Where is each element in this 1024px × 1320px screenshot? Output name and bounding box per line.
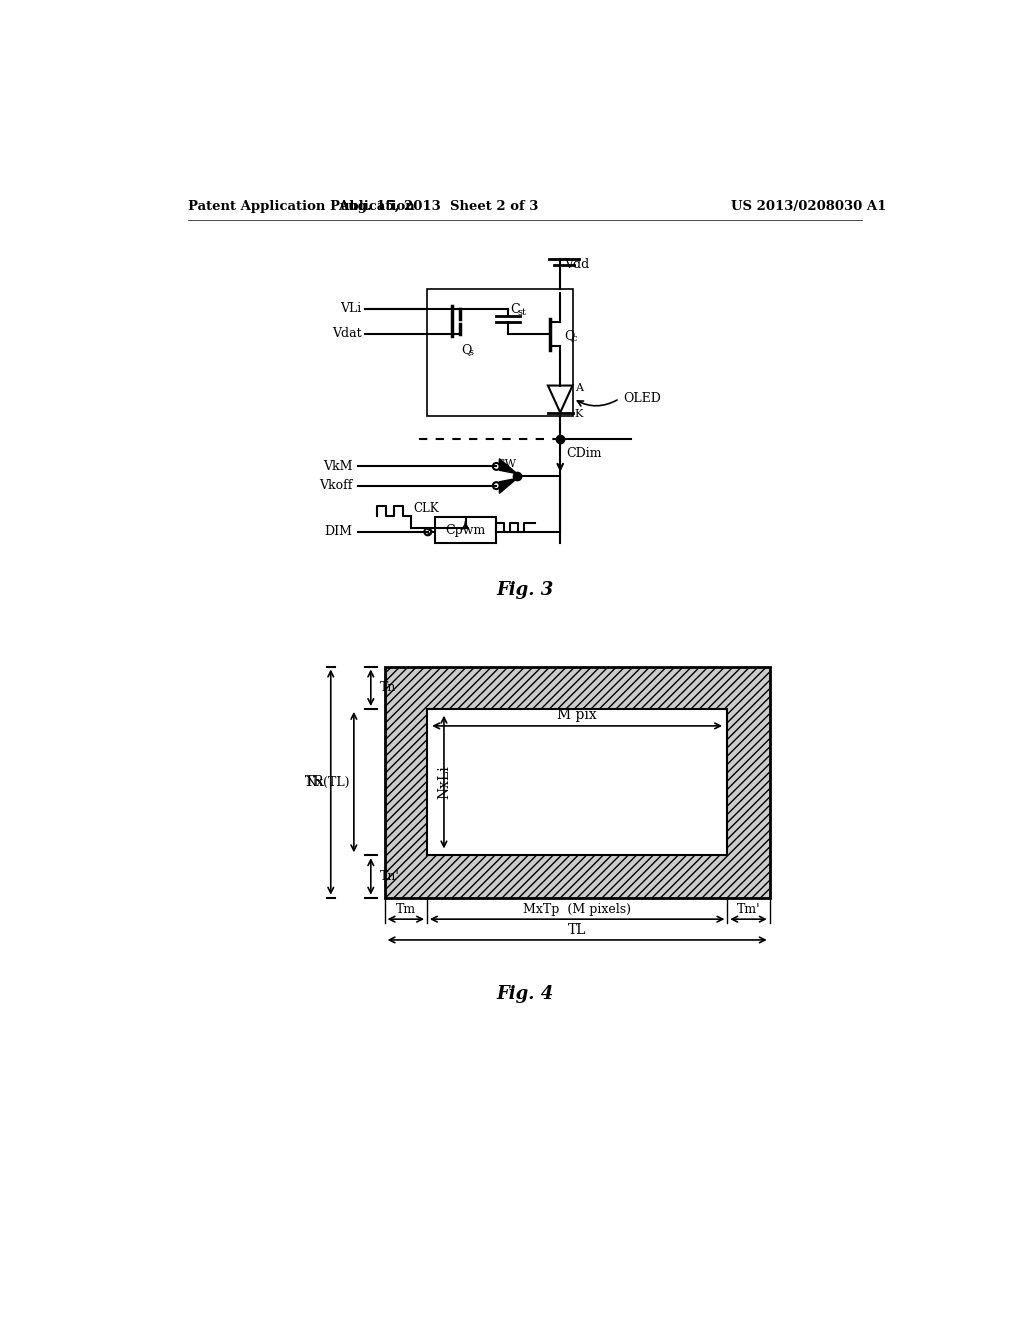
Text: CLK: CLK [413,502,438,515]
Text: Nx(TL): Nx(TL) [305,776,350,788]
Text: c: c [571,334,577,343]
Text: A: A [574,383,583,393]
Text: US 2013/0208030 A1: US 2013/0208030 A1 [731,199,887,213]
Text: DIM: DIM [325,525,352,539]
Text: M pix: M pix [557,708,597,722]
Text: s: s [469,348,473,356]
Text: TR: TR [305,775,325,789]
Text: Tm: Tm [395,903,416,916]
Text: Cpwm: Cpwm [445,524,485,537]
Text: Q: Q [564,329,574,342]
Text: Vkoff: Vkoff [318,479,352,492]
Text: Vdat: Vdat [332,327,361,341]
Text: Q: Q [462,343,472,356]
Text: Aug. 15, 2013  Sheet 2 of 3: Aug. 15, 2013 Sheet 2 of 3 [338,199,539,213]
Text: K: K [574,409,584,418]
Text: OLED: OLED [624,392,662,405]
Polygon shape [500,478,517,494]
Text: st: st [517,308,526,317]
Text: Tn: Tn [380,681,396,694]
Text: SW: SW [498,459,516,470]
Bar [427,289,573,416]
Text: MxTp  (M pixels): MxTp (M pixels) [523,903,631,916]
Text: VLi: VLi [340,302,361,315]
Bar [435,517,497,544]
Text: Tm': Tm' [736,903,760,916]
Text: NxLi: NxLi [437,766,451,799]
Text: Fig. 4: Fig. 4 [497,985,553,1003]
Text: C: C [510,302,520,315]
Text: Fig. 3: Fig. 3 [497,581,553,598]
Polygon shape [500,459,517,474]
Text: CDim: CDim [566,446,602,459]
Text: TL: TL [568,923,587,937]
Text: Vdd: Vdd [564,259,590,271]
Text: VkM: VkM [323,459,352,473]
Text: Patent Application Publication: Patent Application Publication [188,199,415,213]
Text: Tn': Tn' [380,870,400,883]
Bar [427,709,727,855]
Bar [385,667,770,898]
